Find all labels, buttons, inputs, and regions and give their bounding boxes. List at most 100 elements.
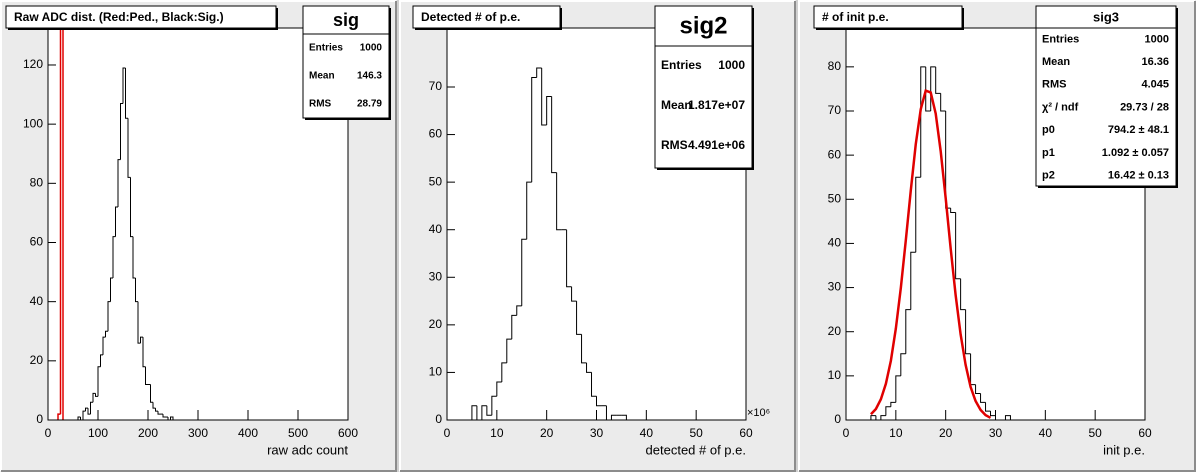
x-axis-label: init p.e. — [1103, 442, 1145, 457]
histogram-bin — [57, 413, 61, 420]
x-tick-label: 50 — [689, 426, 703, 440]
pad: 0 10 20 30 40 50 60 70 80 0 10 20 30 40 50 60 init p.e. #… — [798, 0, 1196, 472]
stats-value: 29.73 / 28 — [1120, 101, 1169, 113]
stats-label: RMS — [661, 138, 688, 152]
x-tick-label: 500 — [288, 426, 308, 440]
x-tick-label: 0 — [843, 426, 850, 440]
histogram-bin — [875, 415, 881, 420]
stats-value: 1000 — [718, 58, 745, 72]
histogram-bin — [95, 393, 98, 397]
histogram-bin — [100, 354, 103, 367]
histogram-bin — [1004, 415, 1011, 420]
histogram-bin — [80, 417, 83, 420]
x-tick-label: 10 — [889, 426, 903, 440]
histogram-bin — [536, 67, 542, 78]
histogram-bin — [965, 309, 971, 355]
stats-label: Mean — [309, 71, 335, 82]
y-tick-label: 50 — [828, 191, 842, 205]
histogram-bin — [885, 406, 891, 416]
histogram-bin — [576, 301, 582, 335]
histogram-bin — [925, 66, 931, 112]
histogram-bin — [85, 407, 88, 412]
y-tick-label: 60 — [30, 235, 44, 249]
stats-label: RMS — [309, 99, 332, 110]
pad: 0 10 20 30 40 50 60 70 0 10 20 30 40 50 60 detected # o… — [399, 0, 796, 472]
y-tick-label: 30 — [828, 280, 842, 294]
plot-area — [471, 67, 627, 420]
histogram-bin — [905, 309, 911, 354]
x-tick-label: 30 — [590, 426, 604, 440]
y-tick-label: 40 — [429, 222, 443, 236]
y-tick-label: 60 — [429, 127, 443, 141]
x-tick-label: 30 — [989, 426, 1003, 440]
histogram-bin — [880, 415, 886, 420]
histogram-bin — [605, 405, 612, 420]
stats-value: 146.3 — [357, 71, 382, 82]
pad-bevel-dark — [1, 1, 397, 472]
histogram-bin — [125, 67, 128, 119]
histogram-bin — [586, 362, 592, 373]
histogram-bin — [910, 251, 916, 310]
histogram-bin — [975, 384, 981, 395]
pad-bevel-light — [0, 0, 396, 471]
histogram-bin — [551, 96, 557, 174]
histogram-bin — [122, 67, 126, 104]
stats-value: 16.36 — [1141, 56, 1169, 68]
histogram-bin — [920, 66, 926, 178]
histogram-bin — [521, 238, 527, 306]
pad-bevel-light — [798, 0, 1195, 471]
histogram-bin — [110, 277, 113, 302]
histogram-bin — [92, 392, 96, 403]
x-tick-label: 0 — [45, 426, 52, 440]
stats-label: χ² / ndf — [1042, 101, 1079, 113]
stats-value: 794.2 ± 48.1 — [1108, 124, 1169, 136]
stats-label: Mean — [1042, 56, 1070, 68]
stats-box — [302, 5, 390, 119]
histogram-bin — [895, 375, 901, 403]
histogram-bin — [531, 76, 537, 183]
x-axis-label: detected # of p.e. — [646, 442, 746, 457]
x-tick-label: 300 — [188, 426, 208, 440]
stats-name: sig3 — [1093, 9, 1119, 24]
histogram-bin — [960, 278, 966, 311]
y-tick-label: 70 — [828, 103, 842, 117]
histogram-bin — [890, 401, 896, 407]
y-tick-label: 80 — [828, 59, 842, 73]
histogram-bin — [137, 301, 141, 344]
x-tick-label: 20 — [540, 426, 554, 440]
histogram-bin — [476, 405, 482, 420]
histogram-bin — [142, 337, 146, 368]
x-tick-label: 50 — [1088, 426, 1102, 440]
histogram-bin — [870, 415, 876, 420]
histogram-bin — [167, 417, 171, 420]
y-tick-label: 120 — [23, 57, 43, 71]
histogram-bin — [82, 410, 86, 420]
x-tick-label: 10 — [490, 426, 504, 440]
histogram-bin — [915, 176, 921, 253]
histogram-bin — [621, 414, 627, 420]
histogram-bin — [481, 405, 487, 420]
stats-label: Entries — [309, 43, 343, 54]
histogram-bin — [105, 330, 108, 338]
x-axis-multiplier: ×10⁶ — [747, 407, 770, 419]
y-tick-label: 20 — [30, 353, 44, 367]
histogram-bin — [140, 336, 143, 344]
histogram-bin — [152, 402, 156, 409]
histogram-bin — [112, 236, 116, 278]
histogram-bin — [496, 381, 502, 397]
pad-bevel-dark — [400, 1, 796, 472]
x-tick-label: 60 — [739, 426, 753, 440]
histogram-bin — [107, 301, 111, 332]
histogram-bin — [511, 314, 517, 340]
y-tick-label: 10 — [828, 368, 842, 382]
histogram-bin — [162, 414, 166, 418]
histogram-bin — [940, 93, 946, 112]
stats-value: 1.817e+07 — [688, 98, 745, 112]
histogram-bin — [102, 336, 106, 355]
histogram-bin — [516, 305, 522, 316]
plot-area — [57, 28, 174, 420]
y-tick-label: 80 — [30, 175, 44, 189]
x-axis-label: raw adc count — [267, 442, 348, 457]
stats-label: Entries — [661, 58, 702, 72]
stats-label: Entries — [1042, 33, 1079, 45]
